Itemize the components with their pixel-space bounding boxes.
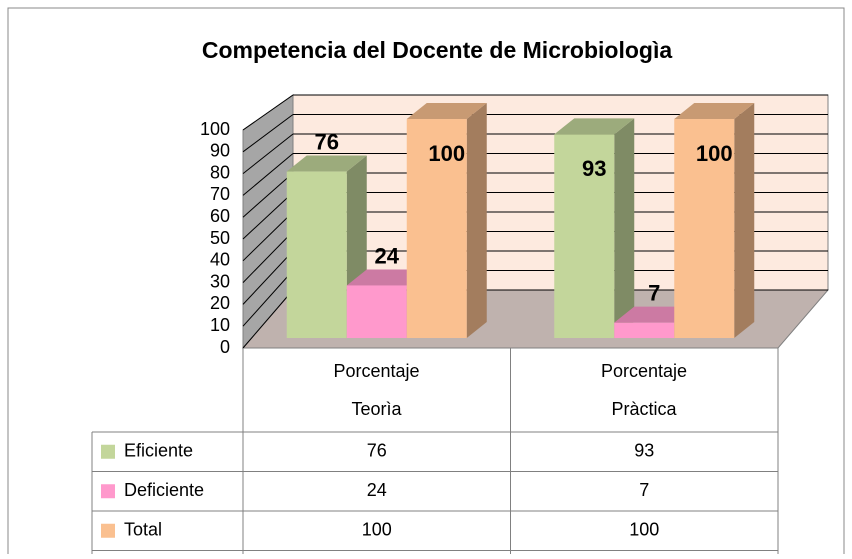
category-cell: Porcentaje Teorìa — [333, 361, 420, 419]
bar-top — [406, 103, 487, 119]
bar-top — [286, 155, 367, 172]
grid-line — [242, 270, 294, 327]
grid-line — [242, 211, 294, 262]
category-cell: Porcentaje Pràctica — [600, 361, 688, 419]
data-label: 93 — [582, 156, 606, 181]
bar — [346, 285, 407, 338]
bar — [674, 119, 735, 338]
legend-label: Eficiente — [124, 441, 193, 461]
chart-title: Competencia del Docente de Microbiologìa — [202, 37, 673, 63]
grid-line — [242, 114, 294, 153]
data-label: 100 — [696, 141, 733, 166]
grid-line — [242, 172, 294, 218]
bar — [406, 119, 467, 338]
grid-line — [242, 153, 294, 196]
legend-swatch — [101, 444, 115, 459]
legend-label: Deficiente — [124, 480, 204, 500]
x-tick-label: Porcentaje Pràctica — [600, 361, 688, 419]
table-value: 93 — [634, 441, 654, 461]
bar-top — [674, 103, 755, 119]
bar — [554, 134, 615, 338]
grid-line — [242, 192, 294, 240]
grid-line — [242, 231, 294, 283]
bar-side — [734, 103, 755, 338]
y-tick-label: 50 — [210, 228, 230, 248]
bar — [286, 171, 347, 338]
grid-line — [242, 250, 294, 305]
data-label: 7 — [648, 280, 660, 305]
y-tick-label: 20 — [210, 293, 230, 313]
table-value: 76 — [367, 441, 387, 461]
grid-line — [242, 289, 294, 349]
y-tick-label: 10 — [210, 315, 230, 335]
legend-swatch — [101, 484, 115, 499]
x-tick-label: Porcentaje Teorìa — [333, 361, 420, 419]
legend-swatch — [101, 523, 115, 538]
y-tick-label: 70 — [210, 184, 230, 204]
bar-top — [554, 118, 635, 135]
table-value: 7 — [639, 480, 649, 500]
table-value: 24 — [367, 480, 387, 500]
bar-side — [614, 118, 635, 338]
y-tick-label: 100 — [200, 119, 230, 139]
grid-line — [242, 133, 294, 174]
legend-label: Total — [124, 520, 162, 540]
y-tick-label: 30 — [210, 271, 230, 291]
table-value: 100 — [362, 520, 392, 540]
y-tick-label: 0 — [220, 337, 230, 357]
y-tick-label: 40 — [210, 250, 230, 270]
table-value: 100 — [629, 520, 659, 540]
bar — [614, 322, 675, 338]
grid-line — [242, 94, 294, 131]
y-tick-label: 80 — [210, 162, 230, 182]
data-label: 76 — [315, 129, 339, 154]
data-label: 100 — [428, 141, 465, 166]
y-tick-label: 90 — [210, 141, 230, 161]
y-tick-label: 60 — [210, 206, 230, 226]
bar-side — [466, 103, 487, 338]
data-label: 24 — [375, 243, 400, 268]
